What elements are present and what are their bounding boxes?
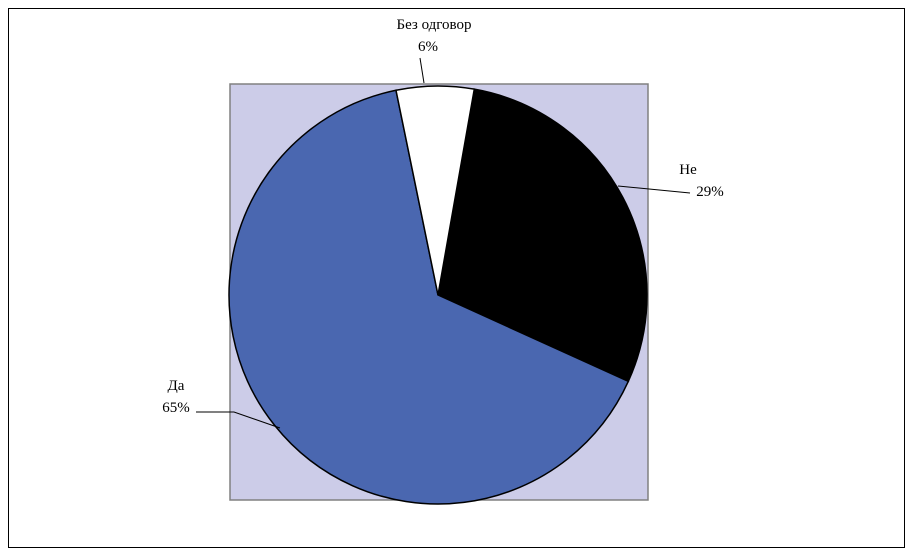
slice-label-da: Да xyxy=(168,378,185,394)
leader-line-da xyxy=(196,411,281,429)
slice-percent-da: 65% xyxy=(162,400,190,416)
leader-line-ne xyxy=(617,185,691,194)
pie-slice-bez xyxy=(395,85,476,296)
slice-label-ne: Не xyxy=(679,162,697,178)
leader-line-bez xyxy=(419,57,425,84)
slice-percent-bez: 6% xyxy=(418,39,438,55)
pie-chart: Не 29% Да 65% Без одговор 6% xyxy=(162,17,724,505)
slice-label-bez: Без одговор xyxy=(396,17,471,33)
pie-slice-da xyxy=(228,89,630,505)
slice-percent-ne: 29% xyxy=(696,184,724,200)
pie-slice-ne xyxy=(437,88,648,383)
